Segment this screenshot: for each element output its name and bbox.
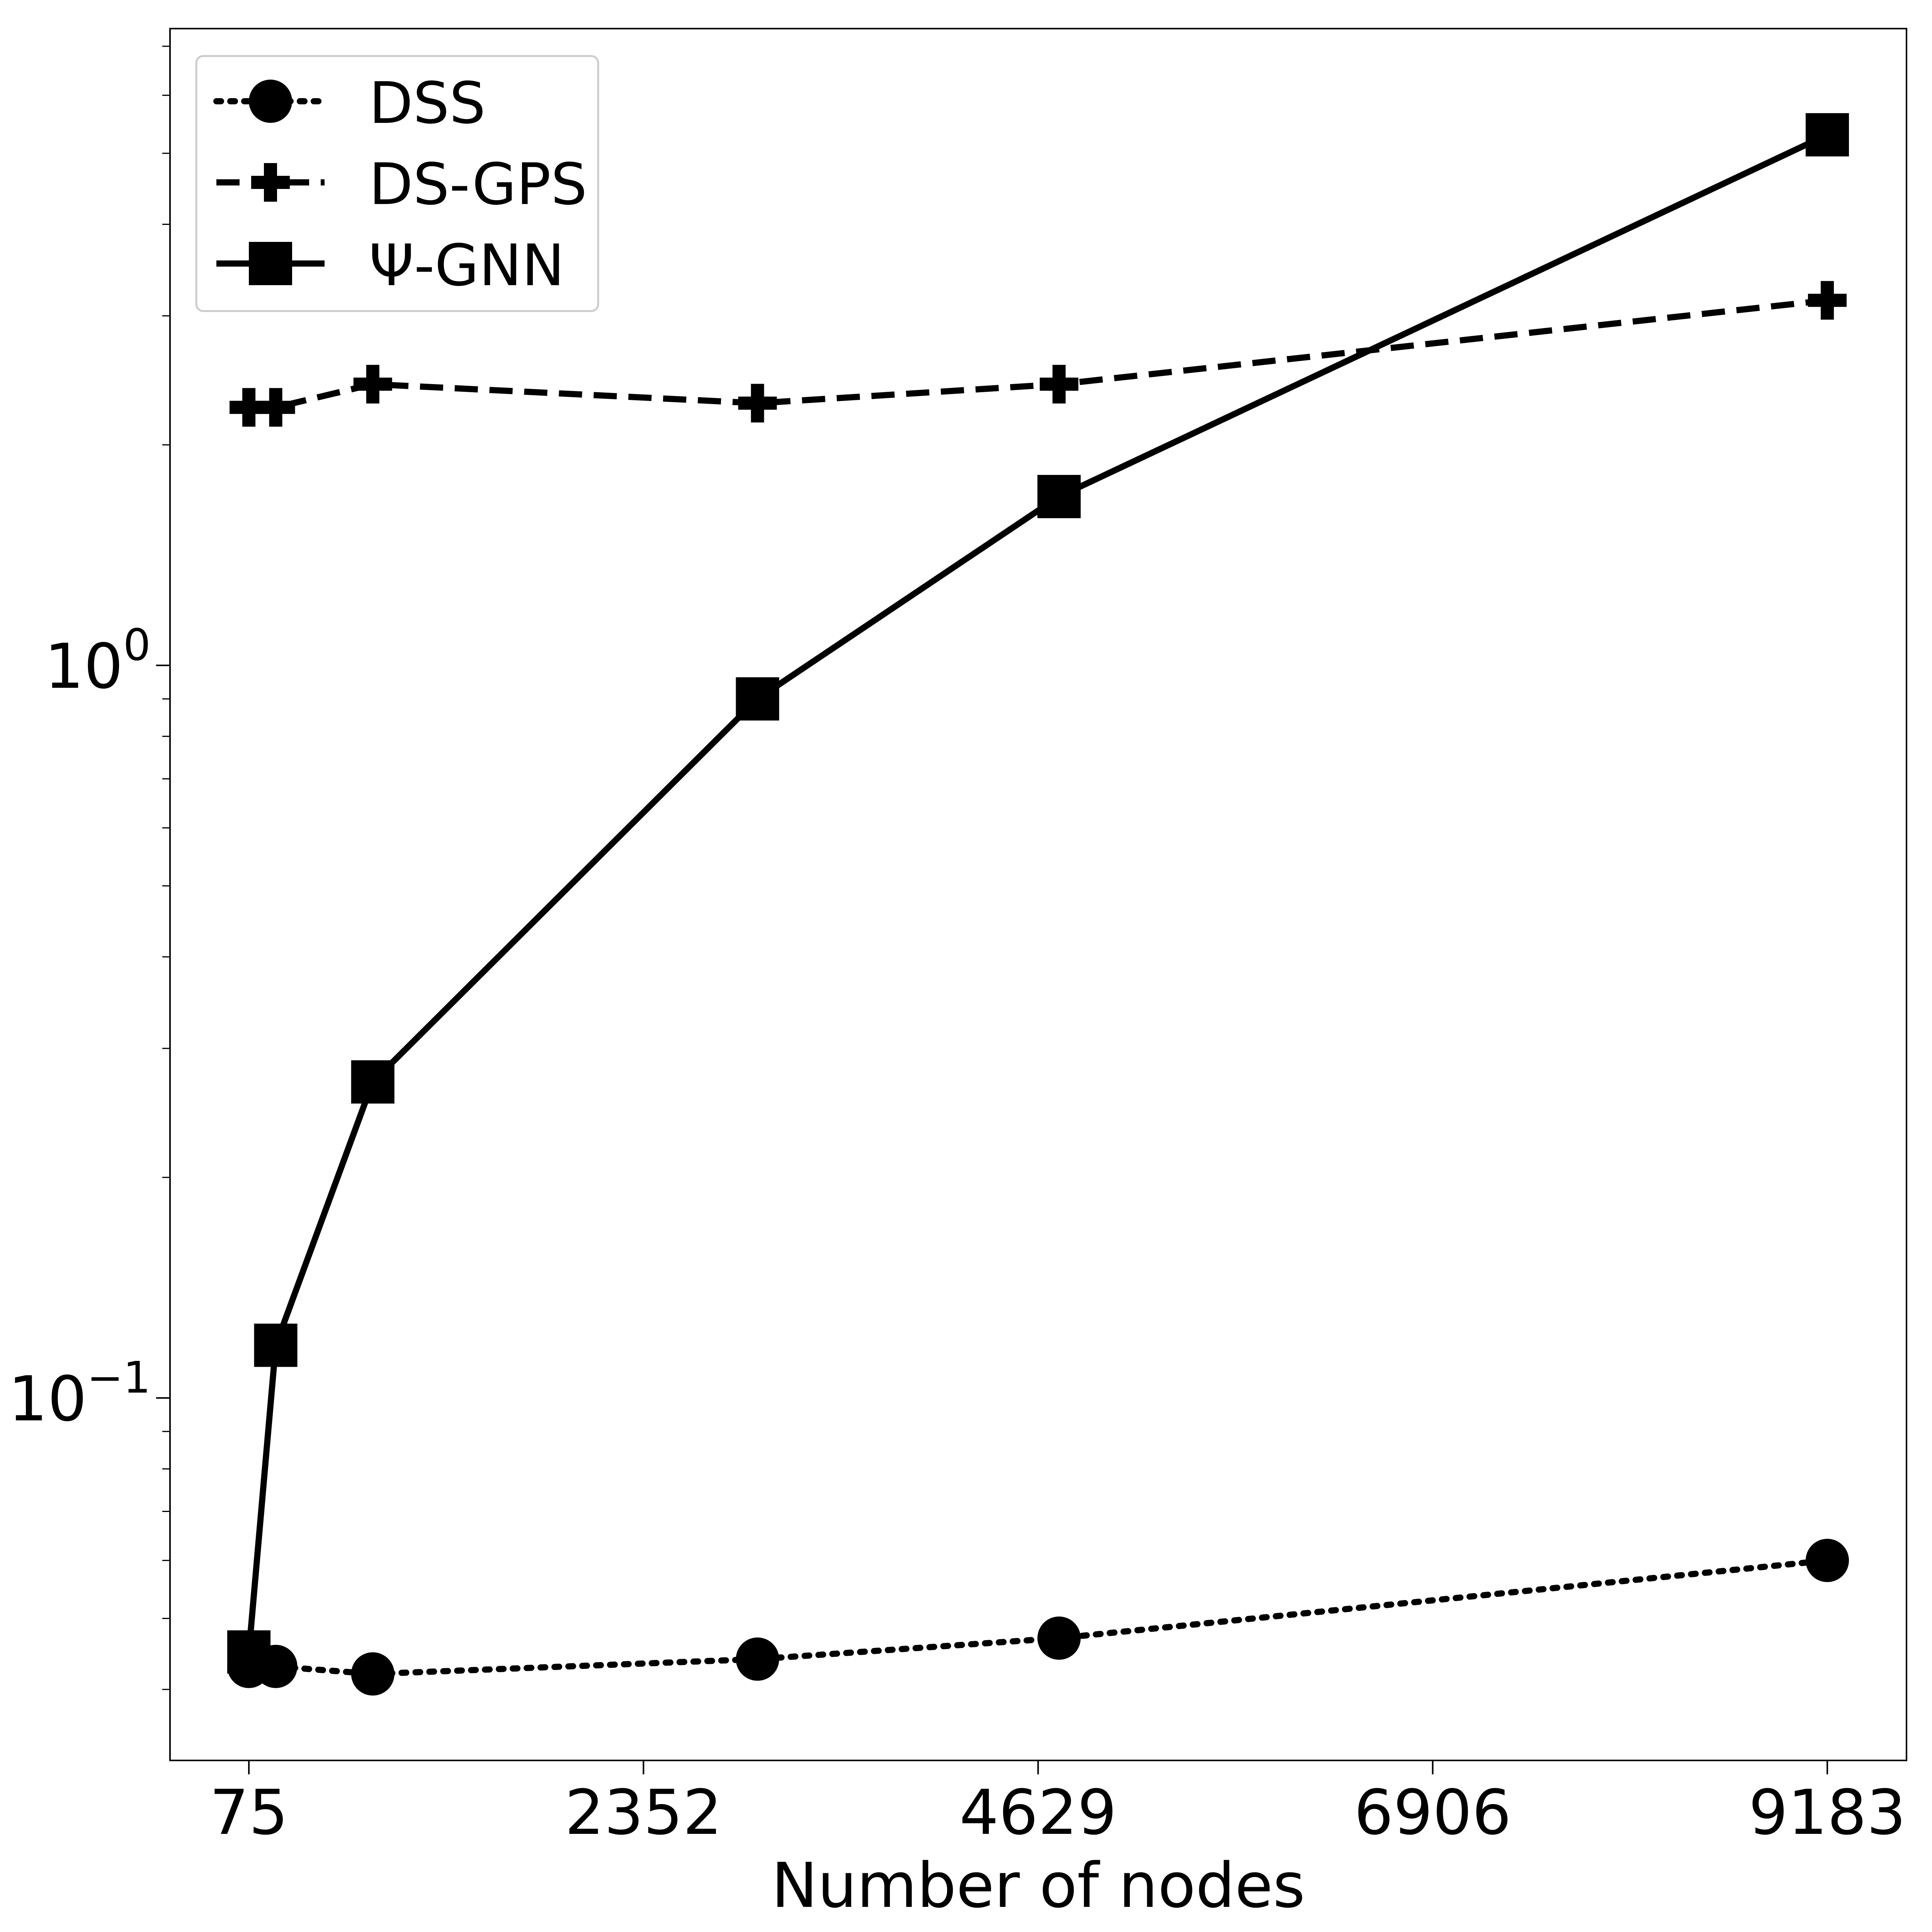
data-point — [1039, 365, 1078, 404]
legend-marker — [251, 163, 290, 202]
x-tick-label: 2352 — [565, 1776, 722, 1849]
data-point — [351, 1060, 395, 1104]
y-tick-label: 100 — [44, 620, 151, 702]
data-point — [1808, 281, 1847, 320]
x-axis-label: Number of nodes — [771, 1849, 1305, 1922]
series-line — [246, 132, 1829, 1652]
legend-label: DS-GPS — [369, 151, 587, 218]
axis-ticks: 75 2352 4629 6906 9183 10−1 100 — [8, 46, 1906, 1849]
legend: DSS DS-GPS Ψ-GNN — [195, 55, 599, 312]
data-point — [254, 1323, 298, 1367]
legend-label: Ψ-GNN — [369, 232, 565, 299]
data-point — [230, 388, 269, 427]
x-tick-label: 4629 — [959, 1776, 1117, 1849]
legend-box — [195, 55, 599, 312]
data-point — [1037, 1616, 1081, 1660]
data-point — [353, 365, 392, 404]
x-tick-label: 75 — [209, 1776, 288, 1849]
data-point — [736, 1637, 779, 1681]
legend-label: DSS — [369, 70, 486, 136]
data-point — [738, 384, 777, 423]
data-point — [227, 1630, 271, 1674]
plot-layer — [227, 113, 1849, 1696]
legend-marker — [249, 80, 292, 123]
series-line — [249, 297, 1828, 411]
data-point — [351, 1652, 395, 1696]
data-point — [1806, 1539, 1849, 1582]
data-point — [1037, 475, 1081, 519]
x-tick-label: 9183 — [1748, 1776, 1906, 1849]
data-point — [736, 677, 779, 721]
series-line — [246, 1557, 1830, 1677]
x-tick-label: 6906 — [1354, 1776, 1511, 1849]
y-tick-label: 10−1 — [8, 1353, 151, 1435]
legend-marker — [249, 242, 292, 285]
data-point — [256, 388, 295, 427]
data-point — [1806, 113, 1849, 156]
